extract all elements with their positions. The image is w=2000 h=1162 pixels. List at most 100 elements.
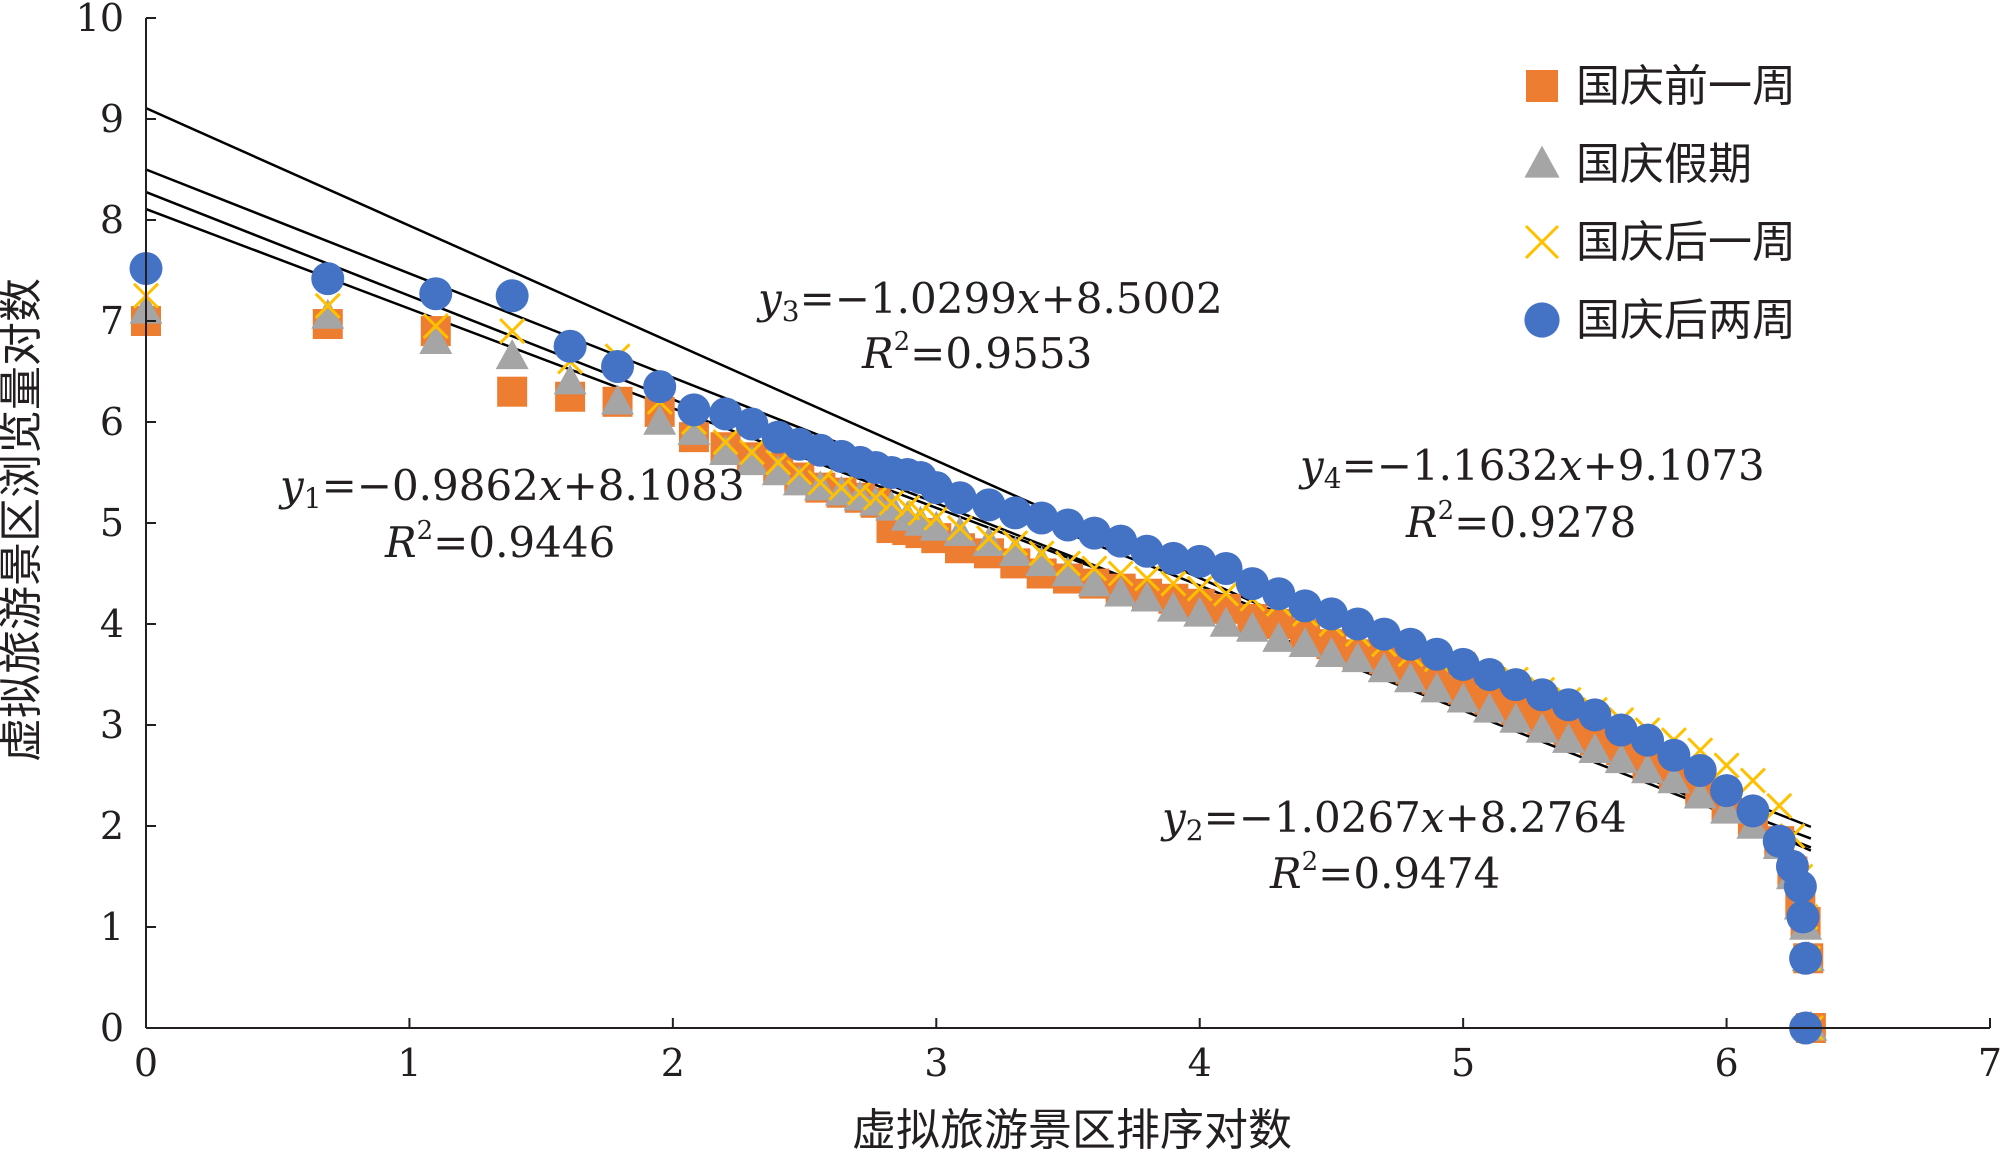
data-point xyxy=(1314,637,1348,668)
data-point xyxy=(1028,540,1055,567)
data-point xyxy=(1367,652,1401,683)
data-point xyxy=(738,439,765,466)
data-point xyxy=(1393,662,1427,693)
equation-y3: y3=−1.0299x+8.5002 xyxy=(756,274,1223,328)
legend-label: 国庆假期 xyxy=(1576,139,1752,190)
data-point xyxy=(998,536,1032,567)
data-point xyxy=(1367,617,1401,651)
data-point xyxy=(1472,658,1506,691)
r-squared-y3: R2=0.9553 xyxy=(861,327,1092,378)
data-point xyxy=(1499,702,1533,733)
data-point xyxy=(601,349,635,383)
data-point xyxy=(1314,597,1348,631)
legend-label: 国庆后一周 xyxy=(1576,217,1796,268)
data-point xyxy=(1393,627,1427,661)
r-squared-y2: R2=0.9474 xyxy=(1269,847,1500,898)
data-point xyxy=(419,323,453,354)
data-point xyxy=(1002,530,1029,557)
data-point xyxy=(807,469,834,496)
data-point xyxy=(1552,722,1586,753)
data-point xyxy=(1736,794,1770,828)
equation-y4: y4=−1.1632x+9.1073 xyxy=(1298,441,1765,495)
r-squared-y1: R2=0.9446 xyxy=(384,516,615,567)
data-point xyxy=(1341,642,1375,673)
data-point xyxy=(894,494,921,521)
data-point xyxy=(1766,792,1793,819)
data-point xyxy=(1081,555,1108,582)
data-point xyxy=(1341,607,1375,641)
data-point xyxy=(1262,577,1296,611)
data-point xyxy=(1130,534,1164,568)
data-point xyxy=(998,496,1032,530)
x-tick-label: 3 xyxy=(924,1041,948,1085)
x-tick-label: 7 xyxy=(1978,1041,2000,1085)
data-point xyxy=(919,510,953,541)
data-point xyxy=(497,376,528,407)
data-point xyxy=(1212,580,1240,607)
data-point xyxy=(495,339,529,370)
data-point xyxy=(735,445,769,476)
data-point xyxy=(1156,591,1190,622)
data-point xyxy=(1710,774,1744,808)
data-point xyxy=(1130,581,1164,612)
data-point xyxy=(1051,556,1085,587)
data-point xyxy=(1077,566,1111,597)
data-point xyxy=(1525,712,1559,743)
data-point xyxy=(907,499,934,526)
data-point xyxy=(1552,688,1586,722)
data-point xyxy=(1783,870,1817,904)
x-tick-label: 0 xyxy=(134,1041,158,1085)
x-axis-title: 虚拟旅游景区排序对数 xyxy=(852,1105,1292,1156)
data-point xyxy=(553,329,587,363)
data-point xyxy=(786,459,813,486)
data-point xyxy=(1657,763,1691,794)
data-point xyxy=(1077,516,1111,550)
data-point xyxy=(765,449,792,476)
data-point xyxy=(314,292,341,319)
data-point xyxy=(1209,551,1243,585)
y-tick-label: 6 xyxy=(100,400,124,444)
data-point xyxy=(1683,778,1717,809)
data-point xyxy=(1578,733,1612,763)
data-point xyxy=(946,514,974,542)
data-point xyxy=(677,414,711,445)
data-point xyxy=(1499,668,1533,702)
legend-marker-x xyxy=(1524,224,1560,260)
data-point xyxy=(1051,508,1085,542)
x-tick-label: 2 xyxy=(661,1041,685,1085)
data-point xyxy=(862,484,889,511)
data-point xyxy=(495,279,529,313)
x-tick-label: 4 xyxy=(1188,1041,1212,1085)
data-point xyxy=(1446,682,1480,713)
y-tick-label: 3 xyxy=(100,703,124,747)
y-tick-label: 1 xyxy=(100,905,124,949)
data-point xyxy=(709,397,743,431)
y-axis-title: 虚拟旅游景区浏览量对数 xyxy=(0,278,47,762)
data-point xyxy=(709,435,743,466)
data-point xyxy=(1186,575,1213,602)
x-tick-label: 5 xyxy=(1451,1041,1475,1085)
data-point xyxy=(1739,767,1766,794)
data-point xyxy=(943,481,977,515)
data-point xyxy=(1420,637,1454,671)
data-point xyxy=(1420,672,1454,703)
data-point xyxy=(1025,546,1059,577)
data-point xyxy=(1472,692,1506,723)
data-point xyxy=(553,364,587,395)
data-point xyxy=(923,504,950,532)
data-point xyxy=(846,479,873,506)
data-point xyxy=(1156,541,1190,575)
data-point xyxy=(422,312,449,340)
equation-y1: y1=−0.9862x+8.1083 xyxy=(278,461,745,515)
data-point xyxy=(761,455,795,486)
data-point xyxy=(643,370,677,404)
data-point xyxy=(1713,752,1740,779)
data-point xyxy=(1054,550,1082,577)
data-point xyxy=(1104,576,1138,607)
data-point xyxy=(1288,626,1322,657)
data-point xyxy=(1683,753,1717,787)
data-point xyxy=(499,318,526,345)
data-point xyxy=(878,489,905,516)
data-point xyxy=(1262,621,1296,652)
